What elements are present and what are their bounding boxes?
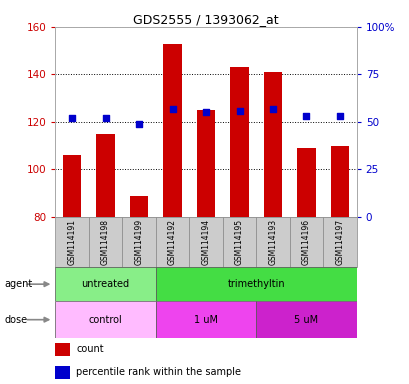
Bar (196, 110, 215, 217)
Bar (289, 217, 322, 267)
Text: GSM114195: GSM114195 (234, 219, 243, 265)
Point (336, 113, 342, 119)
Text: GSM114194: GSM114194 (201, 219, 210, 265)
Text: dose: dose (4, 314, 27, 325)
Bar (55, 343, 70, 356)
Bar (222, 217, 256, 267)
Text: trimethyltin: trimethyltin (227, 279, 284, 289)
Point (302, 113, 309, 119)
Point (236, 108, 242, 114)
Bar (96, 134, 115, 217)
Bar (55, 217, 89, 267)
Bar (322, 217, 356, 267)
Text: count: count (76, 344, 104, 354)
Text: control: control (88, 314, 122, 325)
Bar (55, 366, 70, 379)
Text: GSM114192: GSM114192 (168, 219, 177, 265)
Bar (155, 217, 189, 267)
Point (69, 115, 75, 121)
Bar (122, 217, 155, 267)
Bar (55, 301, 155, 338)
Text: untreated: untreated (81, 279, 129, 289)
Bar (230, 67, 248, 217)
Bar (155, 301, 256, 338)
Text: 5 uM: 5 uM (294, 314, 318, 325)
Text: GSM114196: GSM114196 (301, 219, 310, 265)
Bar (330, 146, 348, 217)
Point (102, 115, 109, 121)
Bar (130, 195, 148, 217)
Bar (89, 217, 122, 267)
Bar (256, 217, 289, 267)
Point (202, 109, 209, 116)
Title: GDS2555 / 1393062_at: GDS2555 / 1393062_at (133, 13, 278, 26)
Text: GSM114197: GSM114197 (335, 219, 344, 265)
Bar (297, 148, 315, 217)
Bar (63, 155, 81, 217)
Text: agent: agent (4, 279, 32, 289)
Point (135, 121, 142, 127)
Bar (163, 43, 181, 217)
Text: GSM114199: GSM114199 (134, 219, 143, 265)
Bar (189, 217, 222, 267)
Point (169, 106, 175, 112)
Bar (155, 267, 356, 301)
Text: GSM114193: GSM114193 (268, 219, 277, 265)
Text: 1 uM: 1 uM (193, 314, 218, 325)
Point (269, 106, 276, 112)
Bar (55, 267, 155, 301)
Text: GSM114198: GSM114198 (101, 219, 110, 265)
Bar (256, 301, 356, 338)
Bar (263, 72, 281, 217)
Text: GSM114191: GSM114191 (67, 219, 76, 265)
Text: percentile rank within the sample: percentile rank within the sample (76, 367, 241, 377)
